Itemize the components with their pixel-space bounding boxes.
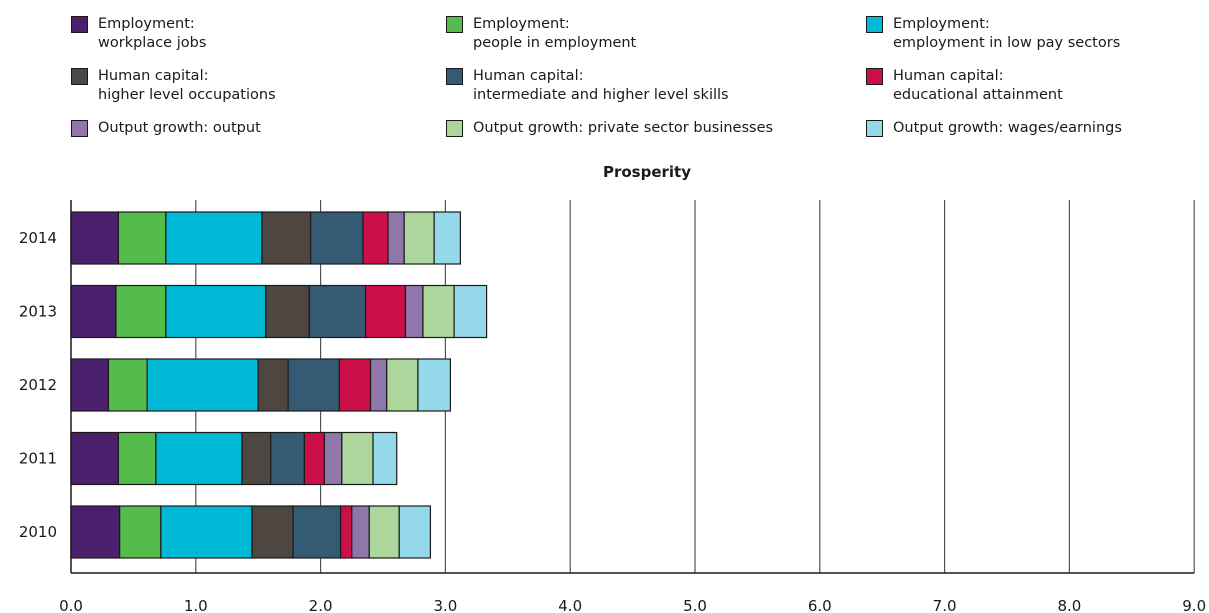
bar-segment [362,211,389,265]
bar-segment [257,358,289,412]
bar-segment [70,211,120,265]
bar-segment [387,211,405,265]
legend-item: Output growth: wages/earnings [866,119,1122,138]
legend-item: Human capital: higher level occupations [71,67,276,105]
legend-swatch [446,68,463,85]
bar-segment [339,505,353,559]
bar-segment [417,358,451,412]
bar-segment [386,358,419,412]
legend-label: Employment: [98,16,195,32]
legend-swatch [866,16,883,33]
x-tick-label: 8.0 [1057,597,1081,613]
y-tick-label: 2011 [19,450,57,468]
legend-label: Output growth: private sector businesses [473,120,774,136]
bar-segment [107,358,148,412]
legend-label: Human capital: [473,68,584,84]
bar-segment [338,358,372,412]
bar-segment [265,284,310,339]
bar-segment [117,431,157,486]
bar-segment [115,284,167,339]
bar-segment [119,505,162,559]
bar-segment [341,431,374,486]
bar-segment [251,505,294,559]
bar-segment [323,431,343,486]
legend-item: Human capital: intermediate and higher l… [446,67,729,105]
legend-item: Employment: people in employment [446,15,636,53]
legend-item: Output growth: private sector businesses [446,119,773,138]
legend-label: Output growth: output [98,120,261,136]
bar-segment [117,211,167,265]
legend-label: Output growth: wages/earnings [893,120,1122,136]
legend-swatch [71,120,88,137]
legend: Employment: workplace jobs Employment: p… [0,0,1209,150]
bar-segment [70,358,110,412]
legend-label: educational attainment [893,87,1063,103]
bar-segment [403,211,435,265]
bar-segment [287,358,340,412]
bar-segment [433,211,461,265]
y-tick-label: 2012 [19,376,57,394]
bar-segment [146,358,259,412]
legend-swatch [866,68,883,85]
legend-item: Human capital: educational attainment [866,67,1063,105]
legend-label: people in employment [473,35,637,51]
bar-segment [292,505,342,559]
x-tick-label: 0.0 [59,597,83,613]
bar-segment [369,358,388,412]
bar-segment [404,284,424,339]
x-tick-label: 3.0 [433,597,457,613]
legend-label: employment in low pay sectors [893,35,1121,51]
bar-segment [70,284,117,339]
bar-segment [422,284,455,339]
legend-swatch [71,68,88,85]
y-tick-label: 2010 [19,523,57,541]
bar-segment [308,284,367,339]
bar-segment [310,211,364,265]
bar-segment [70,505,121,559]
bar-segment [351,505,370,559]
legend-label: higher level occupations [98,87,276,103]
bar-segment [70,431,120,486]
x-tick-label: 7.0 [933,597,957,613]
legend-swatch [446,120,463,137]
bar-segment [155,431,243,486]
legend-swatch [71,16,88,33]
axes: 0.0 1.0 2.0 3.0 4.0 5.0 6.0 7.0 8.0 9.0 2014 2013 20… [19,200,1206,613]
legend-label: intermediate and higher level skills [473,87,729,103]
legend-swatch [446,16,463,33]
chart-title: Prosperity [603,163,691,181]
bar-segment [372,431,398,486]
legend-item: Employment: employment in low pay sector… [866,15,1120,53]
y-tick-label: 2013 [19,303,57,321]
bar-segment [270,431,305,486]
legend-label: Employment: [473,16,570,32]
legend-item: Output growth: output [71,119,261,138]
bar-segment [165,284,267,339]
x-tick-label: 1.0 [184,597,208,613]
bar-segment [160,505,253,559]
bar-segment [368,505,400,559]
bars [70,211,488,559]
legend-label: Human capital: [893,68,1004,84]
x-tick-label: 5.0 [683,597,707,613]
legend-swatch [866,120,883,137]
y-tick-label: 2014 [19,229,57,247]
bar-segment [364,284,407,339]
bar-segment [261,211,312,265]
legend-item: Employment: workplace jobs [71,15,206,53]
legend-label: Employment: [893,16,990,32]
x-tick-label: 6.0 [808,597,832,613]
bar-segment [241,431,272,486]
legend-label: Human capital: [98,68,209,84]
legend-label: workplace jobs [98,35,207,51]
x-tick-label: 4.0 [558,597,582,613]
x-tick-label: 9.0 [1182,597,1206,613]
bar-segment [165,211,263,265]
x-tick-label: 2.0 [309,597,333,613]
bar-segment [398,505,432,559]
bar-segment [303,431,325,486]
bar-segment [453,284,488,339]
